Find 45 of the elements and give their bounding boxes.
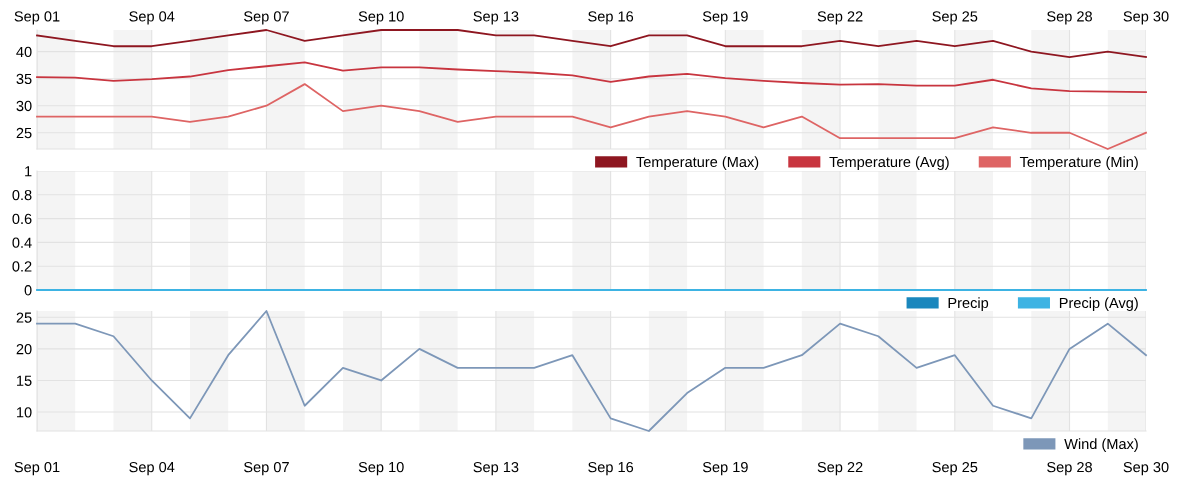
- x-tick-label: Sep 04: [129, 461, 175, 476]
- x-tick-label: Sep 07: [244, 11, 289, 25]
- y-tick-label: 20: [16, 344, 32, 355]
- x-tick-label: Sep 19: [702, 461, 748, 476]
- x-tick-label: Sep 10: [358, 461, 404, 476]
- x-tick-label: Sep 13: [473, 461, 519, 476]
- line-series: [36, 61, 1147, 94]
- x-tick-label: Sep 25: [932, 461, 978, 476]
- y-tick-label: 25: [16, 127, 32, 139]
- line-series: [36, 29, 1147, 58]
- x-tick-label: Sep 22: [817, 11, 863, 25]
- x-tick-label: Sep 28: [1047, 461, 1092, 476]
- x-tick-label: Sep 30: [1123, 461, 1169, 476]
- legend-label: Wind (Max): [1064, 438, 1138, 452]
- x-tick-label: Sep 16: [588, 11, 634, 25]
- x-tick-label: Sep 04: [129, 11, 175, 25]
- x-tick-label: Sep 10: [358, 11, 404, 25]
- x-tick-label: Sep 07: [244, 461, 289, 476]
- x-tick-label: Sep 16: [588, 461, 634, 476]
- y-tick-label: 0.4: [12, 237, 32, 248]
- y-tick-label: 25: [16, 312, 32, 323]
- x-tick-label: Sep 01: [14, 11, 60, 25]
- x-tick-label: Sep 28: [1047, 11, 1092, 25]
- y-tick-label: 15: [17, 375, 32, 386]
- legend-label: Temperature (Max): [636, 156, 759, 170]
- y-tick-label: 35: [16, 73, 32, 85]
- legend-label: Temperature (Min): [1019, 156, 1138, 170]
- y-tick-label: 10: [17, 407, 32, 418]
- line-series: [36, 310, 1147, 432]
- y-tick-label: 0.8: [12, 189, 32, 201]
- x-tick-label: Sep 22: [817, 461, 863, 476]
- x-tick-label: Sep 30: [1123, 11, 1169, 25]
- y-tick-label: 30: [16, 100, 32, 112]
- x-tick-label: Sep 01: [14, 461, 60, 476]
- x-tick-label: Sep 13: [473, 11, 519, 25]
- y-tick-label: 1: [25, 166, 32, 177]
- y-tick-label: 0: [24, 285, 32, 296]
- legend-label: Precip (Avg): [1059, 297, 1138, 311]
- y-tick-label: 0.6: [12, 213, 32, 225]
- legend-label: Precip: [948, 297, 989, 311]
- x-tick-label: Sep 25: [932, 11, 978, 25]
- y-tick-label: 40: [16, 46, 32, 58]
- y-tick-label: 0.2: [12, 261, 32, 272]
- x-tick-label: Sep 19: [702, 11, 748, 25]
- legend-label: Temperature (Avg): [829, 156, 949, 170]
